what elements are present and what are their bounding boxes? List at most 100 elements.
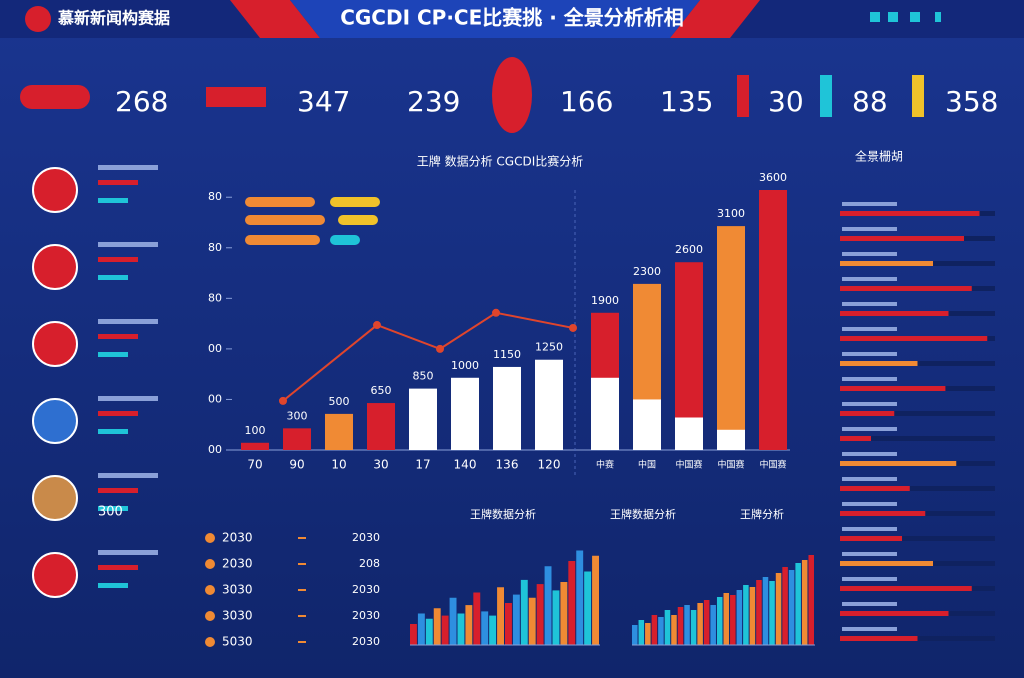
bar-label: 300 [287,409,308,422]
progress [840,411,895,416]
bar-label: 1150 [493,348,521,361]
list-value: 3030 [222,583,253,597]
bar [759,190,787,450]
bar [584,571,592,645]
stat-value: 347 [297,85,350,118]
progress [840,511,926,516]
sidebar-title: 全景栅胡 [855,149,903,164]
list-value: 2030 [352,583,380,596]
bar [536,584,544,645]
x-tick-label: 30 [373,458,388,472]
x-tick-label: 120 [538,458,561,472]
bar [664,610,671,645]
bottom-mid-title: 王牌数据分析 [470,507,536,521]
bar [465,605,473,645]
bar [535,359,563,450]
bar [651,615,658,645]
bar-label: 3100 [717,207,745,220]
text-line [842,202,897,206]
track [840,536,995,541]
x-tick-label: 10 [331,458,346,472]
dot [205,533,215,543]
progress [840,486,910,491]
emblem [32,475,78,521]
bar [489,615,497,645]
text-line [98,180,138,185]
stat-value: 268 [115,85,168,118]
bar [658,617,664,645]
x-tick-label: 中国赛 [717,459,744,471]
bar [717,226,745,450]
bar [441,615,449,645]
bar [283,428,311,450]
progress [840,261,933,266]
bottom-list-title: 王牌数据分析 [610,507,676,521]
list-value: 208 [359,557,380,570]
text-line [842,502,897,506]
dot [205,559,215,569]
bar-label: 1000 [451,359,479,372]
progress [840,236,964,241]
progress [840,586,972,591]
bar [671,615,677,645]
line-point [492,308,500,317]
bar [417,613,425,645]
bar [409,388,437,450]
text-line [842,352,897,356]
text-line [842,452,897,456]
progress [840,611,949,616]
progress [840,561,933,566]
text-line [98,488,138,493]
bar [775,573,782,645]
logo-text: 慕新新闻构赛据 [57,9,170,28]
bar [677,607,684,645]
y-tick-label: 80 [208,190,222,203]
bar-label: 1250 [535,341,563,354]
page-title: CGCDI CP·CE比赛挑 · 全景分析析相 [340,6,684,30]
dash [298,615,306,617]
list-value: 2030 [222,557,253,571]
text-line [98,396,158,401]
emblem [32,398,78,444]
pill [206,87,266,107]
progress [840,436,871,441]
progress [840,461,957,466]
bar [801,560,808,645]
progress [840,211,980,216]
bar [457,613,465,645]
list-value: 2030 [352,609,380,622]
bar [632,625,638,645]
header-icons [870,12,941,22]
bar [528,597,536,645]
x-tick-label: 中国 [638,459,656,471]
bar-label: 850 [413,370,434,383]
dot [205,637,215,647]
bar-label: 100 [245,424,266,437]
bar [645,623,651,645]
chart-title: 王牌 数据分析 CGCDI比赛分析 [417,154,583,169]
bar-label: 3600 [759,171,787,184]
accent [912,75,924,117]
bar [451,377,479,450]
bottom-right-title: 王牌分析 [740,507,784,521]
text-line [98,275,128,280]
text-line [842,577,897,581]
x-tick-label: 140 [454,458,477,472]
bar [592,555,599,645]
text-line [98,257,138,262]
bar-label: 1900 [591,294,619,307]
bar [782,567,788,645]
y-tick-label: 00 [208,342,222,355]
text-line [98,319,158,324]
bar-base [633,399,661,450]
bar [449,597,457,645]
bar [697,603,703,645]
bar [241,442,269,450]
text-line [98,165,158,170]
text-line [98,565,138,570]
emblem [32,321,78,367]
text-line [98,242,158,247]
bar [743,585,749,645]
track [840,411,995,416]
